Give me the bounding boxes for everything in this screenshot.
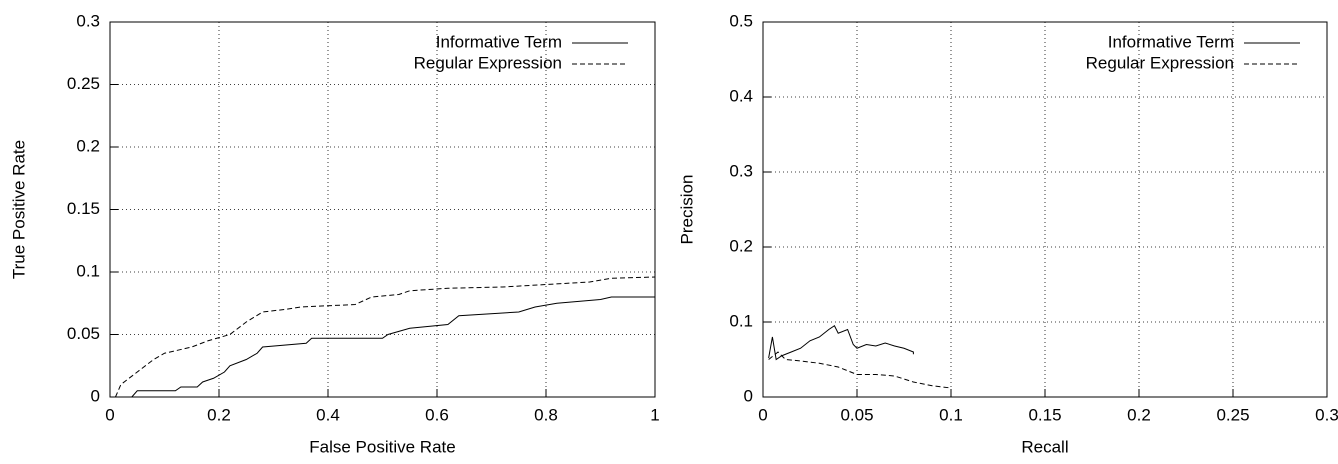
legend-label: Regular Expression xyxy=(414,53,562,72)
plot-frame xyxy=(762,21,1328,398)
y-tick-label: 0.25 xyxy=(67,74,100,93)
data-line xyxy=(768,325,914,361)
y-tick-label: 0.1 xyxy=(76,261,100,280)
y-tick-label: 0 xyxy=(91,386,100,405)
legend-label: Informative Term xyxy=(1108,32,1234,51)
x-axis-label: False Positive Rate xyxy=(309,437,455,456)
x-tick-label: 0.2 xyxy=(207,405,231,424)
y-tick-label: 0.05 xyxy=(67,324,100,343)
x-tick-label: 1 xyxy=(650,405,659,424)
x-tick-label: 0.15 xyxy=(1028,405,1061,424)
data-line xyxy=(131,296,655,398)
y-tick-label: 0.15 xyxy=(67,199,100,218)
x-tick-label: 0.05 xyxy=(840,405,873,424)
data-line xyxy=(768,351,952,389)
x-tick-label: 0 xyxy=(105,405,114,424)
legend-label: Informative Term xyxy=(436,32,562,51)
plot-frame xyxy=(109,21,656,398)
y-tick-label: 0.2 xyxy=(729,236,753,255)
y-tick-label: 0.4 xyxy=(729,86,753,105)
y-tick-label: 0.3 xyxy=(76,11,100,30)
x-tick-label: 0.1 xyxy=(939,405,963,424)
legend-label: Regular Expression xyxy=(1086,53,1234,72)
data-line xyxy=(114,276,656,398)
y-tick-label: 0.2 xyxy=(76,136,100,155)
x-tick-label: 0.25 xyxy=(1216,405,1249,424)
y-tick-label: 0 xyxy=(744,386,753,405)
y-tick-label: 0.5 xyxy=(729,11,753,30)
y-tick-label: 0.1 xyxy=(729,311,753,330)
x-tick-label: 0.8 xyxy=(534,405,558,424)
y-axis-label: Precision xyxy=(677,175,696,245)
x-tick-label: 0.4 xyxy=(316,405,340,424)
x-tick-label: 0.2 xyxy=(1127,405,1151,424)
y-axis-label: True Positive Rate xyxy=(9,140,28,279)
x-tick-label: 0 xyxy=(758,405,767,424)
x-tick-label: 0.6 xyxy=(425,405,449,424)
x-axis-label: Recall xyxy=(1021,437,1068,456)
y-tick-label: 0.3 xyxy=(729,161,753,180)
x-tick-label: 0.3 xyxy=(1315,405,1338,424)
